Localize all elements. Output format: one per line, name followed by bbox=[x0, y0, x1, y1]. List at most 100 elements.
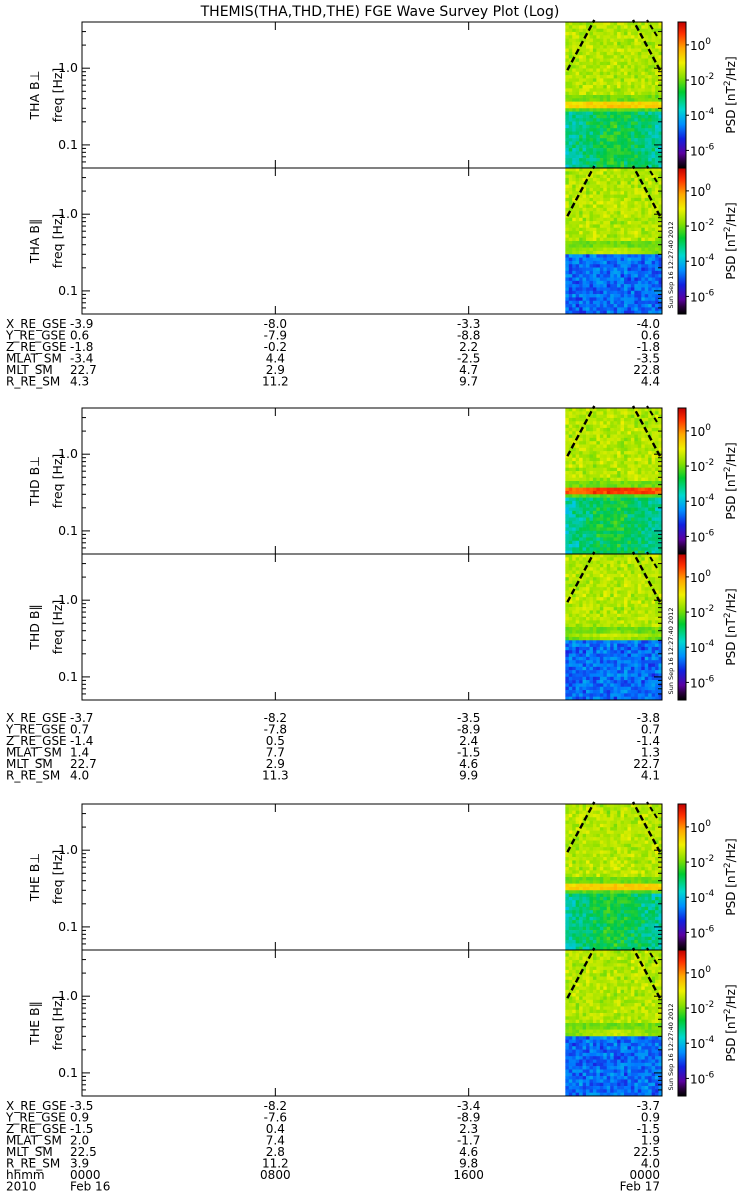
y-axis-ticks bbox=[82, 803, 662, 951]
ephemeris-value: 1.9 bbox=[641, 1134, 660, 1148]
spectrogram-image bbox=[565, 168, 663, 315]
y-tick-label: 0.1 bbox=[58, 137, 78, 152]
colorbar-tick-label: 100 bbox=[690, 37, 711, 53]
y-tick-label: 1.0 bbox=[58, 988, 78, 1003]
ephemeris-value: -8.9 bbox=[457, 1111, 480, 1125]
ephemeris-table: X_RE_GSE -3.7 -8.2 -3.5 -3.8 Y_RE_GSE 0.7 -7.8 -… bbox=[5, 711, 660, 783]
colorbar: 100 10-2 10-4 10-6 PSD [nT2/Hz] bbox=[677, 553, 738, 701]
colorbar-tick-label: 10-6 bbox=[690, 288, 715, 304]
x-tick-label: 0800 bbox=[260, 1168, 291, 1182]
colorbar-tick-label: 100 bbox=[690, 423, 711, 439]
panel-frame bbox=[81, 167, 663, 315]
ephemeris-value: -1.4 bbox=[70, 734, 93, 748]
y-axis-label: freq [Hz] bbox=[50, 454, 65, 509]
ephemeris-label: MLT_SM bbox=[6, 1145, 53, 1159]
colorbar-tick-label: 10-6 bbox=[690, 528, 715, 544]
colorbar-tick-label: 10-6 bbox=[690, 924, 715, 940]
colorbar: 100 10-2 10-4 10-6 PSD [nT2/Hz] bbox=[677, 21, 738, 169]
colorbar: 100 10-2 10-4 10-6 PSD [nT2/Hz] bbox=[677, 803, 738, 951]
date-label-year: 2010 bbox=[6, 1180, 37, 1194]
ephemeris-value: -1.5 bbox=[70, 1122, 93, 1136]
ephemeris-label: Y_RE_GSE bbox=[5, 723, 66, 737]
gyrofreq-lines bbox=[566, 551, 662, 603]
ephemeris-value: 9.7 bbox=[459, 375, 478, 389]
ephemeris-value: 9.8 bbox=[459, 1157, 478, 1171]
ephemeris-value: 2.2 bbox=[459, 340, 478, 354]
ephemeris-value: -1.8 bbox=[637, 340, 660, 354]
colorbar-tick-label: 10-2 bbox=[690, 854, 714, 870]
panel-frame bbox=[81, 949, 663, 1097]
colorbar: 100 10-2 10-4 10-6 PSD [nT2/Hz] bbox=[677, 407, 738, 555]
ephemeris-value: -4.0 bbox=[637, 317, 660, 331]
y-axis-label: freq [Hz] bbox=[50, 600, 65, 655]
ephemeris-value: -3.8 bbox=[637, 711, 660, 725]
spectrogram-panel: 1.0 0.1 THD B‖ freq [Hz] 100 10-2 10-4 10-6 PSD … bbox=[27, 551, 738, 701]
colorbar-tick-label: 10-2 bbox=[690, 458, 714, 474]
ephemeris-label: R_RE_SM bbox=[6, 375, 60, 389]
ephemeris-value: -7.8 bbox=[264, 723, 287, 737]
ephemeris-value: 0.4 bbox=[266, 1122, 285, 1136]
gyrofreq-line bbox=[646, 801, 658, 819]
colorbar-tick-label: 10-6 bbox=[690, 1070, 715, 1086]
colorbar-tick-label: 10-2 bbox=[690, 604, 714, 620]
ephemeris-value: -7.9 bbox=[264, 329, 287, 343]
ephemeris-value: -3.3 bbox=[457, 317, 480, 331]
spectrogram-image bbox=[565, 408, 663, 555]
y-tick-label: 1.0 bbox=[58, 206, 78, 221]
ephemeris-value: 2.9 bbox=[266, 363, 285, 377]
ephemeris-value: 0.9 bbox=[70, 1111, 89, 1125]
ephemeris-value: -1.7 bbox=[457, 1134, 480, 1148]
ephemeris-value: 4.6 bbox=[459, 1145, 478, 1159]
colorbar-bar bbox=[677, 553, 687, 701]
gyrofreq-lines bbox=[566, 19, 662, 71]
y-axis-label: freq [Hz] bbox=[50, 68, 65, 123]
colorbar-tick-label: 10-6 bbox=[690, 674, 715, 690]
ephemeris-value: -3.4 bbox=[457, 1099, 480, 1113]
x-tick-label: 0000 bbox=[629, 1168, 660, 1182]
ephemeris-value: -8.9 bbox=[457, 723, 480, 737]
ephemeris-value: -3.9 bbox=[70, 317, 93, 331]
ephemeris-value: 3.9 bbox=[70, 1157, 89, 1171]
gyrofreq-line bbox=[566, 801, 596, 853]
ephemeris-value: 7.4 bbox=[266, 1134, 285, 1148]
ephemeris-value: -3.5 bbox=[637, 352, 660, 366]
y-tick-label: 0.1 bbox=[58, 919, 78, 934]
y-axis-ticks bbox=[82, 21, 662, 169]
ephemeris-value: 4.1 bbox=[641, 769, 660, 783]
ephemeris-value: 7.7 bbox=[266, 746, 285, 760]
date-label-end: Feb 17 bbox=[620, 1180, 660, 1194]
ephemeris-label: X_RE_GSE bbox=[6, 711, 67, 725]
ephemeris-label: MLT_SM bbox=[6, 757, 53, 771]
panel-label: THD B‖ bbox=[27, 604, 42, 650]
ephemeris-label: Z_RE_GSE bbox=[6, 1122, 67, 1136]
gyrofreq-line bbox=[566, 551, 596, 603]
ephemeris-value: -8.8 bbox=[457, 329, 480, 343]
ephemeris-value: -1.4 bbox=[637, 734, 660, 748]
spectrogram-image bbox=[565, 22, 663, 169]
ephemeris-label: R_RE_SM bbox=[6, 769, 60, 783]
ephemeris-value: 0.9 bbox=[641, 1111, 660, 1125]
ephemeris-table: X_RE_GSE -3.5 -8.2 -3.4 -3.7 Y_RE_GSE 0.9 -7.6 -… bbox=[5, 1099, 660, 1171]
ephemeris-value: -8.2 bbox=[264, 711, 287, 725]
ephemeris-label: Y_RE_GSE bbox=[5, 1111, 66, 1125]
gyrofreq-line bbox=[566, 165, 596, 217]
ephemeris-label: Y_RE_GSE bbox=[5, 329, 66, 343]
colorbar-tick-label: 10-4 bbox=[690, 107, 715, 123]
panel-label: THE B⊥ bbox=[27, 853, 42, 902]
ephemeris-value: 2.8 bbox=[266, 1145, 285, 1159]
ephemeris-label: MLAT_SM bbox=[6, 1134, 62, 1148]
colorbar-tick-label: 10-2 bbox=[690, 72, 714, 88]
colorbar-label: PSD [nT2/Hz] bbox=[723, 838, 738, 915]
gyrofreq-line bbox=[631, 947, 662, 999]
ephemeris-value: -3.4 bbox=[70, 352, 93, 366]
gyrofreq-line bbox=[646, 551, 658, 569]
colorbar-tick-label: 10-4 bbox=[690, 253, 715, 269]
figure-title: THEMIS(THA,THD,THE) FGE Wave Survey Plot… bbox=[200, 4, 560, 20]
ephemeris-label: MLAT_SM bbox=[6, 746, 62, 760]
ephemeris-value: 11.3 bbox=[262, 769, 289, 783]
y-axis-label: freq [Hz] bbox=[50, 996, 65, 1051]
panel-label: THA B⊥ bbox=[27, 70, 42, 120]
ephemeris-value: 22.8 bbox=[633, 363, 660, 377]
ephemeris-value: 4.4 bbox=[641, 375, 660, 389]
y-axis-ticks bbox=[82, 949, 662, 1097]
